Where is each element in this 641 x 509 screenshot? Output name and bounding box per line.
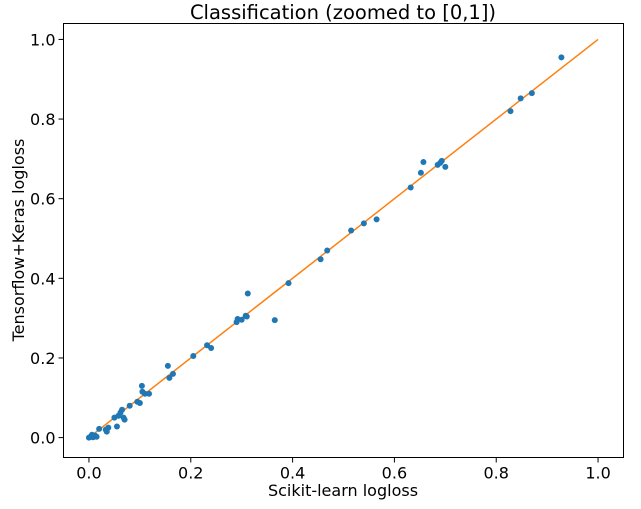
y-tick-label: 0.2: [30, 349, 55, 368]
data-point: [113, 423, 120, 430]
data-point: [324, 247, 331, 254]
data-point: [244, 290, 251, 297]
data-point: [164, 362, 171, 369]
data-point: [136, 399, 143, 406]
data-point: [517, 95, 524, 102]
x-tick-label: 0.6: [382, 464, 407, 483]
x-tick-label: 0.0: [76, 464, 101, 483]
data-point: [190, 352, 197, 359]
data-point: [121, 416, 128, 423]
data-point: [243, 313, 250, 320]
data-point: [208, 345, 215, 352]
data-point: [96, 425, 103, 432]
y-tick-label: 0.0: [30, 429, 55, 448]
data-point: [528, 90, 535, 97]
x-tick-label: 0.8: [484, 464, 509, 483]
data-point: [238, 316, 245, 323]
data-point: [407, 184, 414, 191]
y-tick-label: 1.0: [30, 30, 55, 49]
x-tick-label: 0.2: [178, 464, 203, 483]
data-point: [89, 431, 96, 438]
x-axis-label: Scikit-learn logloss: [268, 481, 418, 500]
data-point: [507, 108, 514, 115]
x-tick-label: 1.0: [585, 464, 610, 483]
y-tick-label: 0.6: [30, 190, 55, 209]
y-tick-label: 0.4: [30, 269, 55, 288]
data-point: [442, 163, 449, 170]
points-layer: [85, 54, 565, 441]
data-point: [93, 433, 100, 440]
x-tick-label: 0.4: [280, 464, 305, 483]
data-point: [317, 256, 324, 263]
data-point: [166, 374, 173, 381]
data-point: [146, 390, 153, 397]
x-axis-ticks: 0.0 0.2 0.4 0.6 0.8 1.0: [76, 457, 611, 483]
data-point: [348, 227, 355, 234]
data-point: [119, 406, 126, 413]
y-tick-label: 0.8: [30, 110, 55, 129]
data-point: [285, 280, 292, 287]
data-point: [105, 424, 112, 431]
data-point: [271, 317, 278, 324]
data-point: [126, 402, 133, 409]
data-point: [438, 157, 445, 164]
plot-area-frame: [63, 23, 624, 458]
data-point: [420, 159, 427, 166]
data-point: [417, 169, 424, 176]
data-point: [373, 216, 380, 223]
y-axis-ticks: 0.0 0.2 0.4 0.6 0.8 1.0: [30, 30, 64, 448]
data-point: [360, 220, 367, 227]
y-axis-label: Tensorflow+Keras logloss: [9, 139, 28, 343]
data-point: [558, 54, 565, 61]
data-point: [138, 382, 145, 389]
chart-title: Classification (zoomed to [0,1]): [190, 1, 496, 24]
data-point: [169, 370, 176, 377]
